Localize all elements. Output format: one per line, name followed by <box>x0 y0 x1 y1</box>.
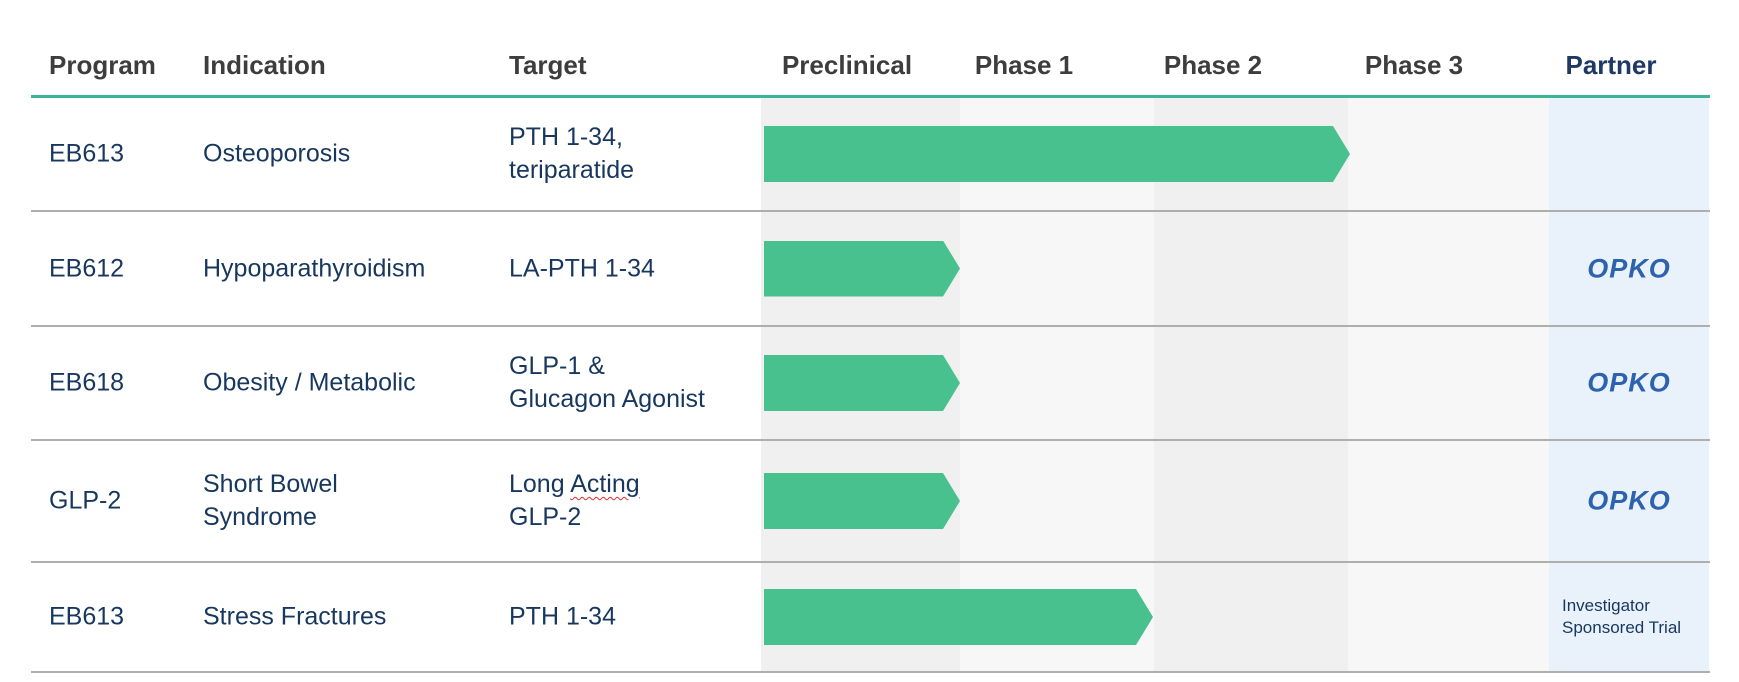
program-cell: EB613 <box>49 139 125 168</box>
column-header-program: Program <box>49 50 156 80</box>
progress-bar <box>764 589 1153 645</box>
partner-column-bg <box>1549 98 1709 672</box>
progress-bar <box>764 355 960 411</box>
row-separator <box>31 210 1710 212</box>
column-header-preclinical: Preclinical <box>781 50 913 80</box>
target-text: GLP-2 <box>509 503 582 531</box>
progress-bar <box>764 241 960 297</box>
pipeline-row: EB612 Hypoparathyroidism LA-PTH 1-34 OPK… <box>0 212 1739 325</box>
phase3-column-bg <box>1348 98 1549 672</box>
row-separator <box>31 439 1710 441</box>
indication-cell: Hypoparathyroidism <box>203 254 426 282</box>
opko-logo: OPKO <box>1587 485 1671 516</box>
partner-cell: OPKO <box>1549 486 1709 517</box>
indication-cell: Short Bowel Syndrome <box>203 470 338 531</box>
program-cell: EB618 <box>49 368 125 397</box>
row-separator <box>31 325 1710 327</box>
header-underline <box>31 95 1710 98</box>
target-cell: GLP-1 & Glucagon Agonist <box>509 352 705 413</box>
column-header-partner: Partner <box>1565 50 1657 80</box>
program-cell: EB613 <box>49 602 125 631</box>
indication-cell: Stress Fractures <box>203 602 387 631</box>
column-header-indication: Indication <box>203 50 326 80</box>
program-cell: EB612 <box>49 254 125 282</box>
pipeline-row: EB618 Obesity / Metabolic GLP-1 & Glucag… <box>0 327 1739 439</box>
partner-cell: OPKO <box>1549 368 1709 399</box>
column-header-phase1: Phase 1 <box>974 50 1074 80</box>
target-cell: PTH 1-34 <box>509 602 616 631</box>
indication-cell: Osteoporosis <box>203 139 351 168</box>
opko-logo: OPKO <box>1587 253 1671 283</box>
target-text: Long <box>509 470 571 498</box>
pipeline-row: GLP-2 Short Bowel Syndrome Long Acting GL… <box>0 441 1739 561</box>
misspelling-squiggle: Acting <box>570 470 640 498</box>
target-cell: PTH 1-34, teriparatide <box>509 123 635 184</box>
progress-bar <box>764 473 960 529</box>
phase1-column-bg <box>960 98 1154 672</box>
program-cell: GLP-2 <box>49 486 122 515</box>
pipeline-row: EB613 Stress Fractures PTH 1-34 Investig… <box>0 563 1739 671</box>
partner-cell: OPKO <box>1549 253 1709 284</box>
progress-bar <box>764 126 1350 182</box>
row-separator <box>31 671 1710 673</box>
partner-cell: Investigator Sponsored Trial <box>1549 595 1709 639</box>
pipeline-row: EB613 Osteoporosis PTH 1-34, teriparatid… <box>0 98 1739 210</box>
target-cell: LA-PTH 1-34 <box>509 254 655 282</box>
investigator-sponsored-trial-label: Investigator Sponsored Trial <box>1562 596 1682 637</box>
row-separator <box>31 561 1710 563</box>
column-header-target: Target <box>509 50 587 80</box>
column-header-phase3: Phase 3 <box>1364 50 1464 80</box>
indication-cell: Obesity / Metabolic <box>203 368 416 397</box>
phase2-column-bg <box>1154 98 1348 672</box>
column-header-phase2: Phase 2 <box>1163 50 1263 80</box>
target-cell: Long Acting GLP-2 <box>509 468 759 534</box>
opko-logo: OPKO <box>1587 367 1671 398</box>
